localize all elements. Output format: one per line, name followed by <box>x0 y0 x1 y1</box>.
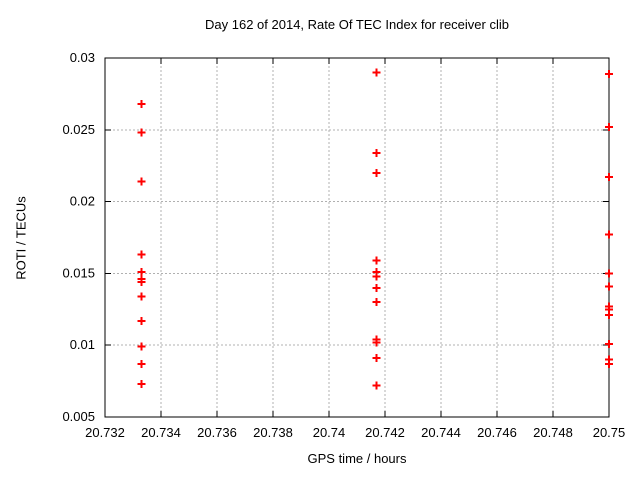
x-tick-label: 20.738 <box>253 425 293 440</box>
data-point-marker <box>605 173 613 182</box>
x-tick-label: 20.742 <box>365 425 405 440</box>
data-point-marker <box>605 311 613 320</box>
data-point-marker <box>372 256 381 265</box>
x-axis-label: GPS time / hours <box>307 451 407 466</box>
x-tick-label: 20.74 <box>313 425 346 440</box>
data-point-marker <box>137 342 146 351</box>
y-tick-label: 0.01 <box>70 337 95 352</box>
data-point-marker <box>137 250 146 259</box>
data-point-marker <box>137 267 146 276</box>
y-tick-label: 0.025 <box>62 122 95 137</box>
x-tick-label: 20.732 <box>85 425 125 440</box>
data-point-marker <box>605 122 613 131</box>
data-point-marker <box>605 339 613 348</box>
data-point-marker <box>137 99 146 108</box>
data-point-marker <box>137 359 146 368</box>
data-point-marker <box>372 283 381 292</box>
data-point-marker <box>137 316 146 325</box>
data-point-marker <box>605 69 613 78</box>
plot-frame <box>104 57 610 418</box>
data-point-marker <box>137 292 146 301</box>
data-point-marker <box>605 359 613 368</box>
y-tick-label: 0.03 <box>70 50 95 65</box>
y-tick-label: 0.005 <box>62 409 95 424</box>
x-tick-label: 20.75 <box>593 425 626 440</box>
data-point-marker <box>372 272 381 281</box>
data-point-marker <box>605 230 613 239</box>
data-point-marker <box>372 354 381 363</box>
y-tick-label: 0.015 <box>62 265 95 280</box>
data-point-marker <box>372 298 381 307</box>
data-point-marker <box>372 168 381 177</box>
x-tick-label: 20.748 <box>533 425 573 440</box>
y-axis-label-text: ROTI / TECUs <box>13 196 29 280</box>
data-point-marker <box>372 381 381 390</box>
y-tick-label: 0.02 <box>70 194 95 209</box>
data-point-marker <box>605 269 613 278</box>
data-point-marker <box>137 128 146 137</box>
data-point-marker <box>605 282 613 291</box>
x-tick-label: 20.734 <box>141 425 181 440</box>
data-point-marker <box>372 338 381 347</box>
data-point-marker <box>372 148 381 157</box>
x-tick-label: 20.736 <box>197 425 237 440</box>
x-tick-label: 20.744 <box>421 425 461 440</box>
data-point-marker <box>137 379 146 388</box>
chart-title: Day 162 of 2014, Rate Of TEC Index for r… <box>205 17 509 32</box>
data-point-marker <box>372 68 381 77</box>
x-tick-label: 20.746 <box>477 425 517 440</box>
data-point-marker <box>137 278 146 287</box>
data-point-marker <box>137 177 146 186</box>
